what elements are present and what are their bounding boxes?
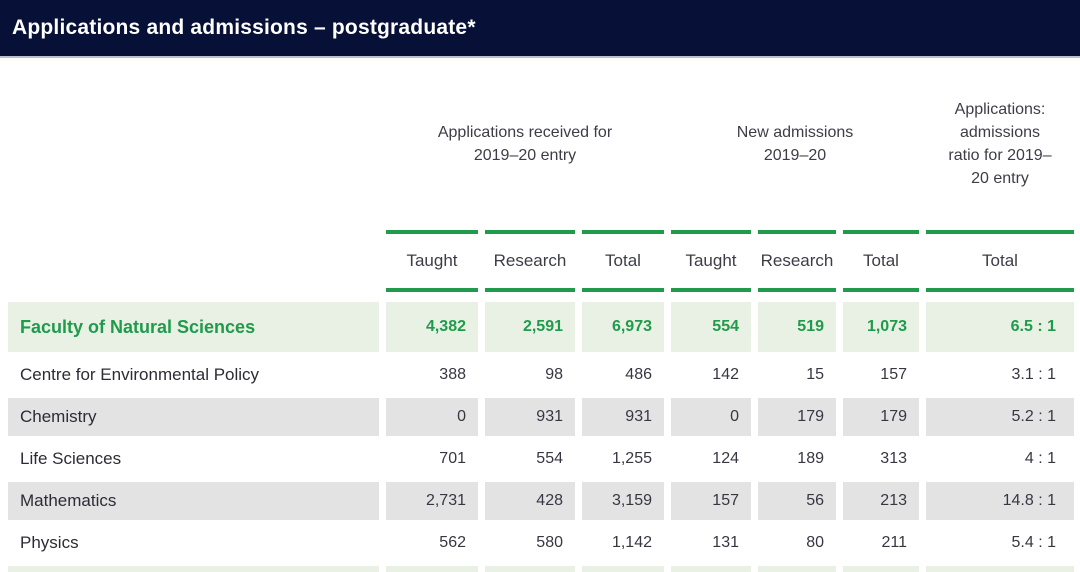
col-header-apps-total: Total (582, 251, 664, 271)
title-bar: Applications and admissions – postgradua… (0, 0, 1080, 58)
ratio-cell: 5.2 : 1 (926, 398, 1074, 436)
ratio-cell: 3.1 : 1 (926, 356, 1074, 394)
col-header-apps-taught: Taught (386, 251, 478, 271)
value-cell: 179 (758, 398, 836, 436)
value-cell: 428 (485, 482, 575, 520)
value-cell: 2,591 (485, 302, 575, 352)
value-cell: 56 (758, 482, 836, 520)
column-group-header-row: Applications received for 2019–20 entry … (0, 58, 1080, 230)
value-cell: 179 (843, 398, 919, 436)
value-cell: 580 (485, 524, 575, 562)
ratio-cell: 4 : 1 (926, 440, 1074, 478)
value-cell: 80 (758, 524, 836, 562)
value-cell: 701 (386, 440, 478, 478)
table-row-centre-for-environmental-policy: Centre for Environmental Policy 388 98 4… (0, 356, 1080, 394)
next-row-partial (0, 566, 1080, 572)
row-label: Physics (8, 524, 379, 562)
value-cell: 189 (758, 440, 836, 478)
value-cell: 562 (386, 524, 478, 562)
value-cell: 519 (758, 302, 836, 352)
value-cell: 98 (485, 356, 575, 394)
value-cell: 313 (843, 440, 919, 478)
row-label: Centre for Environmental Policy (8, 356, 379, 394)
value-cell: 213 (843, 482, 919, 520)
value-cell: 554 (671, 302, 751, 352)
subcolumn-header-row: Taught Research Total Taught Research To… (0, 234, 1080, 288)
col-header-adm-research: Research (758, 251, 836, 271)
value-cell: 486 (582, 356, 664, 394)
table-row-physics: Physics 562 580 1,142 131 80 211 5.4 : 1 (0, 524, 1080, 562)
value-cell: 0 (386, 398, 478, 436)
value-cell: 554 (485, 440, 575, 478)
value-cell: 157 (671, 482, 751, 520)
group-label-ratio: Applications: admissions ratio for 2019–… (926, 98, 1074, 191)
table-row-chemistry: Chemistry 0 931 931 0 179 179 5.2 : 1 (0, 398, 1080, 436)
value-cell: 131 (671, 524, 751, 562)
table-row-life-sciences: Life Sciences 701 554 1,255 124 189 313 … (0, 440, 1080, 478)
group-label-applications-received: Applications received for 2019–20 entry (386, 121, 664, 167)
value-cell: 0 (671, 398, 751, 436)
value-cell: 124 (671, 440, 751, 478)
col-header-adm-taught: Taught (671, 251, 751, 271)
row-label: Faculty of Natural Sciences (8, 302, 379, 352)
table-row-mathematics: Mathematics 2,731 428 3,159 157 56 213 1… (0, 482, 1080, 520)
row-label: Chemistry (8, 398, 379, 436)
col-header-ratio-total: Total (926, 251, 1074, 271)
row-label: Mathematics (8, 482, 379, 520)
col-header-adm-total: Total (843, 251, 919, 271)
ratio-cell: 6.5 : 1 (926, 302, 1074, 352)
table-row-faculty-of-natural-sciences: Faculty of Natural Sciences 4,382 2,591 … (0, 302, 1080, 352)
value-cell: 2,731 (386, 482, 478, 520)
value-cell: 142 (671, 356, 751, 394)
col-header-apps-research: Research (485, 251, 575, 271)
page-title: Applications and admissions – postgradua… (12, 16, 476, 40)
value-cell: 1,255 (582, 440, 664, 478)
value-cell: 1,142 (582, 524, 664, 562)
value-cell: 211 (843, 524, 919, 562)
value-cell: 1,073 (843, 302, 919, 352)
ratio-cell: 5.4 : 1 (926, 524, 1074, 562)
row-label: Life Sciences (8, 440, 379, 478)
value-cell: 15 (758, 356, 836, 394)
value-cell: 157 (843, 356, 919, 394)
group-label-new-admissions: New admissions 2019–20 (671, 121, 919, 167)
ratio-cell: 14.8 : 1 (926, 482, 1074, 520)
value-cell: 931 (582, 398, 664, 436)
value-cell: 6,973 (582, 302, 664, 352)
value-cell: 931 (485, 398, 575, 436)
value-cell: 388 (386, 356, 478, 394)
value-cell: 3,159 (582, 482, 664, 520)
value-cell: 4,382 (386, 302, 478, 352)
